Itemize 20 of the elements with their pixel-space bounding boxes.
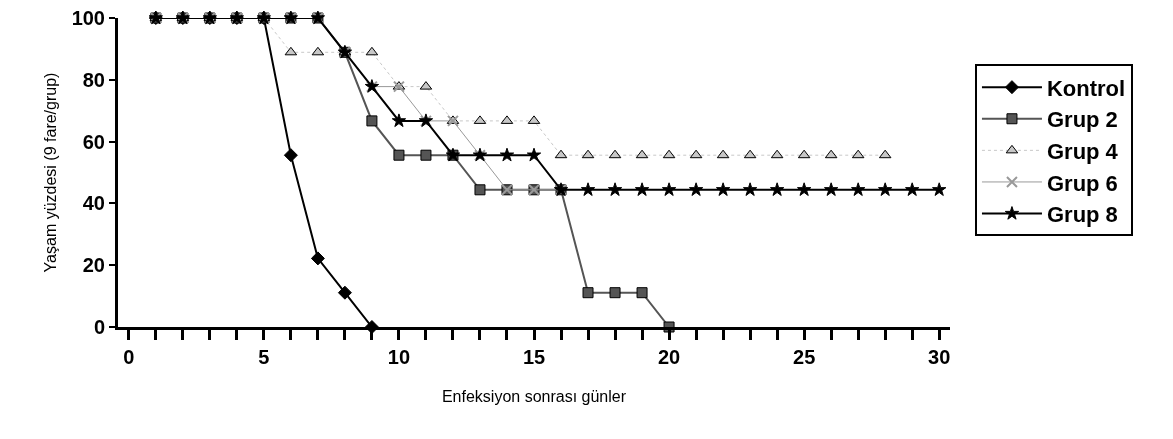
y-axis-title: Yaşam yüzdesi (9 fare/grup)	[41, 72, 59, 273]
y-tick-label: 100	[71, 7, 105, 29]
x-tick-label: 0	[123, 346, 135, 368]
y-tick-label: 60	[82, 130, 105, 153]
y-tick-label: 40	[82, 192, 105, 215]
x-tick-label: 15	[522, 346, 546, 368]
x-tick-label: 30	[928, 346, 951, 368]
legend-label: Grup 4	[1046, 138, 1119, 164]
legend-label: Grup 8	[1046, 202, 1118, 228]
x-tick-label: 5	[258, 346, 270, 368]
y-tick-label: 80	[82, 68, 105, 91]
x-tick-label: 25	[793, 346, 816, 368]
legend-label: Grup 6	[1046, 170, 1118, 196]
x-axis-title: Enfeksiyon sonrası günler	[441, 387, 627, 405]
legend-label: Grup 2	[1046, 107, 1118, 133]
y-tick-label: 0	[93, 316, 105, 338]
x-tick-label: 20	[657, 346, 681, 368]
legend-label: Kontrol	[1046, 75, 1126, 101]
x-tick-label: 10	[387, 346, 411, 368]
y-tick-label: 20	[82, 254, 105, 277]
